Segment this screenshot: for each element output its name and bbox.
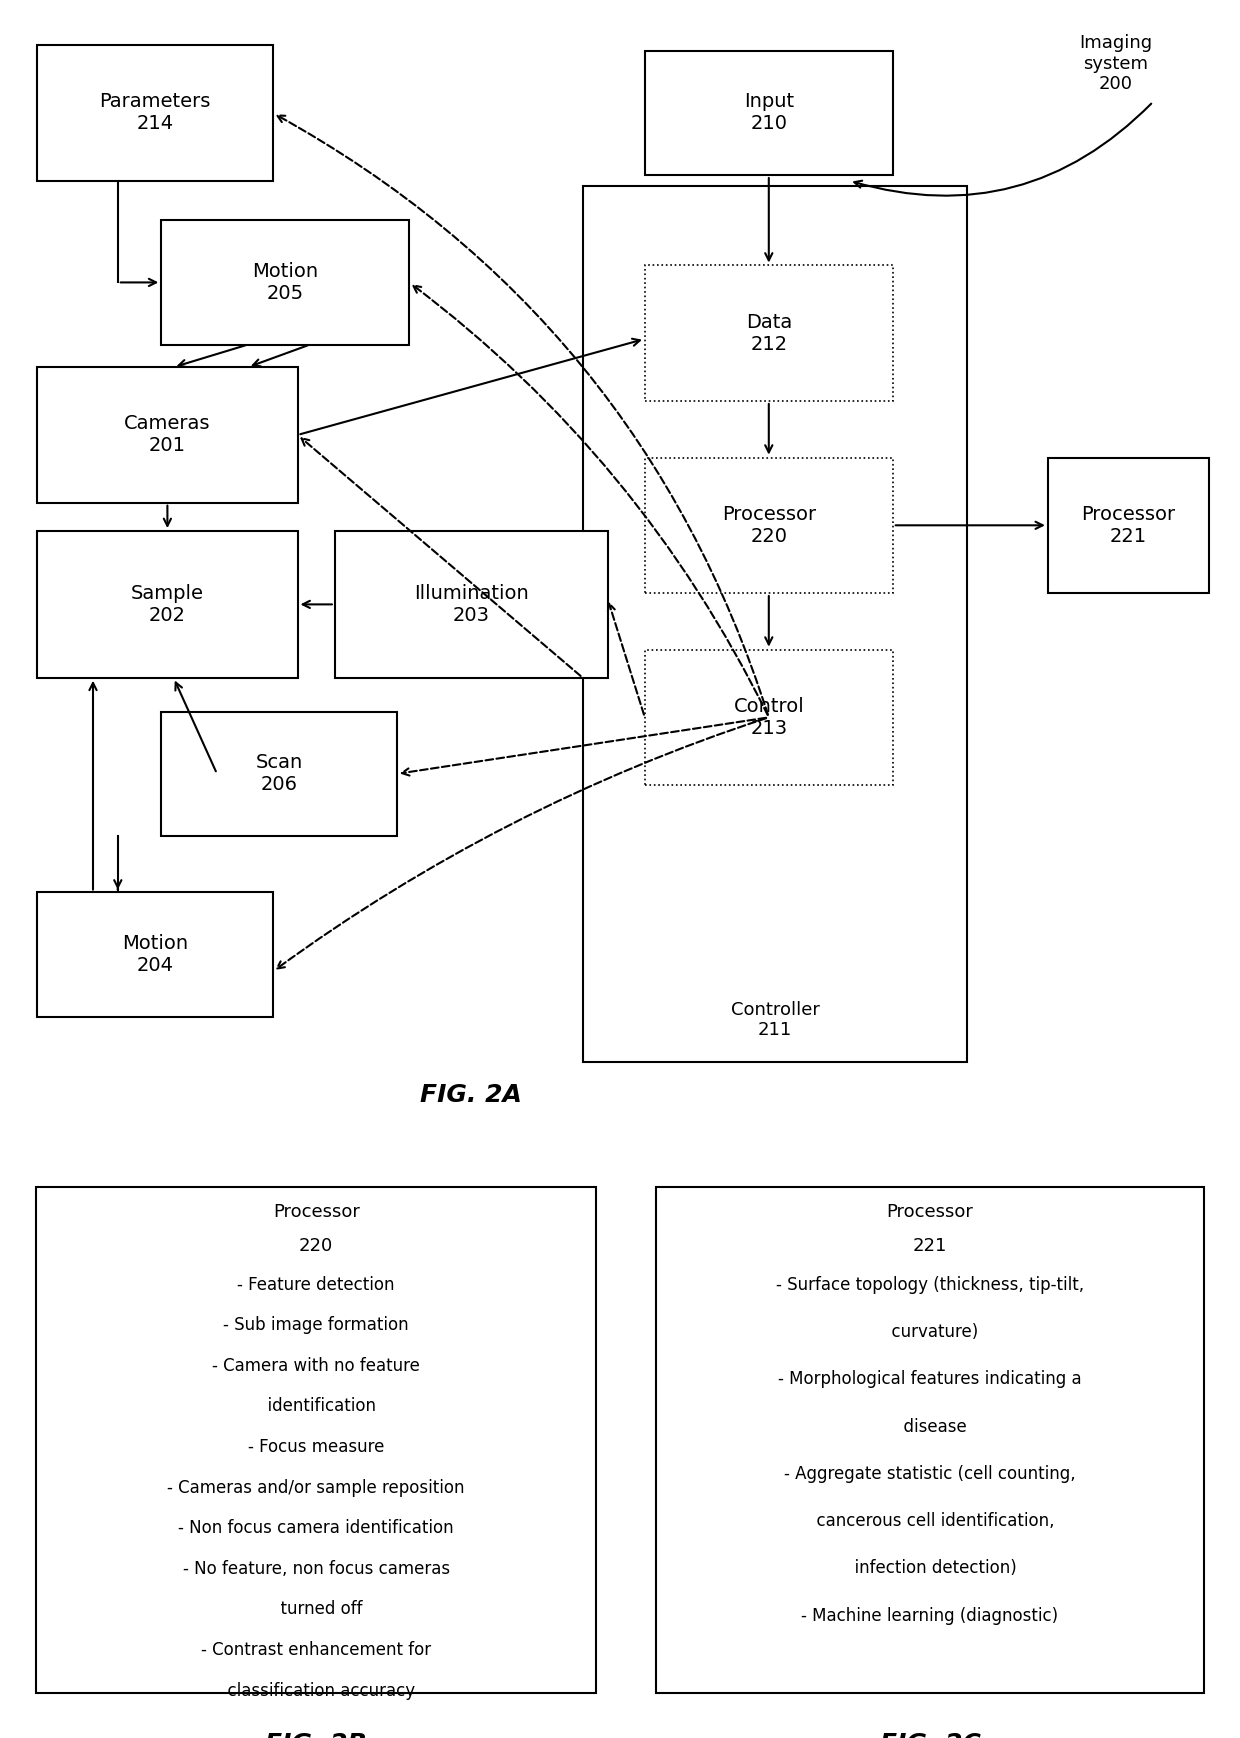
FancyBboxPatch shape: [37, 45, 273, 181]
Text: classification accuracy: classification accuracy: [217, 1682, 415, 1700]
Text: - Camera with no feature: - Camera with no feature: [212, 1357, 420, 1375]
Text: Parameters
214: Parameters 214: [99, 92, 211, 134]
Text: Data
212: Data 212: [745, 313, 792, 355]
FancyBboxPatch shape: [1048, 457, 1209, 593]
Text: disease: disease: [893, 1418, 967, 1436]
Text: Control
213: Control 213: [733, 697, 805, 739]
Text: Motion
204: Motion 204: [122, 933, 188, 975]
Text: - Contrast enhancement for: - Contrast enhancement for: [201, 1641, 432, 1660]
FancyBboxPatch shape: [37, 367, 298, 502]
Text: turned off: turned off: [270, 1601, 362, 1618]
FancyBboxPatch shape: [37, 893, 273, 1017]
FancyBboxPatch shape: [335, 530, 608, 678]
FancyBboxPatch shape: [645, 266, 893, 401]
FancyBboxPatch shape: [37, 530, 298, 678]
Text: - Sub image formation: - Sub image formation: [223, 1316, 409, 1335]
Text: identification: identification: [257, 1397, 376, 1415]
Text: cancerous cell identification,: cancerous cell identification,: [806, 1512, 1054, 1529]
Text: Processor: Processor: [273, 1203, 360, 1222]
Text: Motion
205: Motion 205: [252, 262, 319, 302]
FancyBboxPatch shape: [656, 1187, 1204, 1693]
Text: 221: 221: [913, 1237, 947, 1255]
FancyBboxPatch shape: [161, 713, 397, 836]
Text: Processor
220: Processor 220: [722, 504, 816, 546]
Text: - Surface topology (thickness, tip-tilt,: - Surface topology (thickness, tip-tilt,: [776, 1276, 1084, 1293]
Text: Imaging
system
200: Imaging system 200: [1080, 35, 1152, 94]
FancyBboxPatch shape: [583, 186, 967, 1062]
Text: - Focus measure: - Focus measure: [248, 1437, 384, 1456]
Text: FIG. 2C: FIG. 2C: [879, 1731, 981, 1738]
FancyBboxPatch shape: [645, 650, 893, 786]
Text: FIG. 2B: FIG. 2B: [265, 1731, 367, 1738]
Text: Controller
211: Controller 211: [730, 1001, 820, 1039]
Text: - Cameras and/or sample reposition: - Cameras and/or sample reposition: [167, 1479, 465, 1496]
Text: - Aggregate statistic (cell counting,: - Aggregate statistic (cell counting,: [784, 1465, 1076, 1483]
Text: Scan
206: Scan 206: [255, 753, 303, 794]
Text: Processor: Processor: [887, 1203, 973, 1222]
FancyBboxPatch shape: [645, 50, 893, 176]
Text: - Morphological features indicating a: - Morphological features indicating a: [779, 1370, 1081, 1389]
Text: - Machine learning (diagnostic): - Machine learning (diagnostic): [801, 1606, 1059, 1625]
FancyBboxPatch shape: [161, 221, 409, 344]
Text: - No feature, non focus cameras: - No feature, non focus cameras: [182, 1561, 450, 1578]
Text: FIG. 2A: FIG. 2A: [420, 1083, 522, 1107]
Text: Input
210: Input 210: [744, 92, 794, 134]
Text: Processor
221: Processor 221: [1081, 504, 1176, 546]
Text: Sample
202: Sample 202: [131, 584, 203, 626]
Text: - Non focus camera identification: - Non focus camera identification: [179, 1519, 454, 1538]
FancyBboxPatch shape: [36, 1187, 596, 1693]
Text: 220: 220: [299, 1237, 334, 1255]
FancyBboxPatch shape: [645, 457, 893, 593]
Text: infection detection): infection detection): [843, 1559, 1017, 1578]
Text: - Feature detection: - Feature detection: [237, 1276, 396, 1293]
Text: Illumination
203: Illumination 203: [414, 584, 528, 626]
Text: Cameras
201: Cameras 201: [124, 414, 211, 455]
Text: curvature): curvature): [882, 1323, 978, 1342]
